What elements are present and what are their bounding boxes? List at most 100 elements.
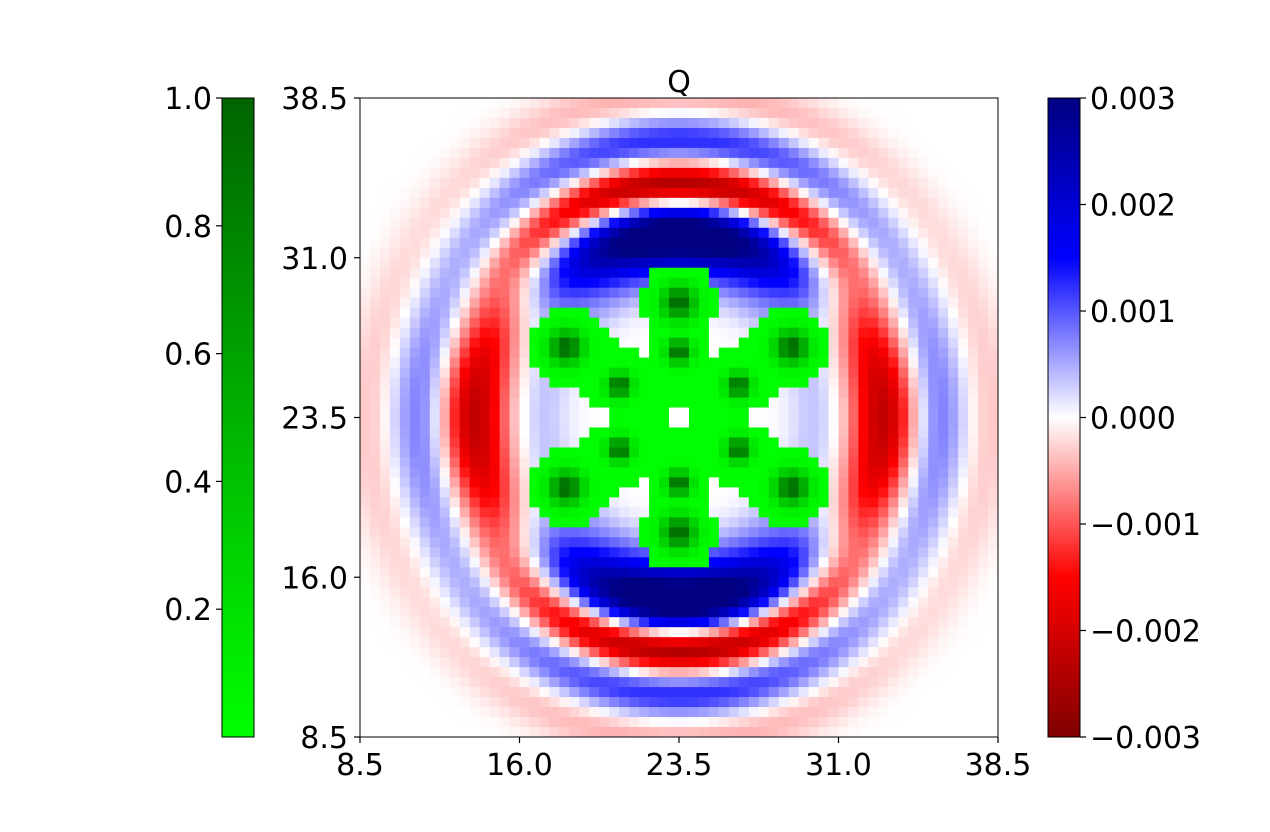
- heatmap-cell: [599, 637, 610, 648]
- heatmap-cell: [519, 457, 531, 469]
- heatmap-cell: [898, 487, 909, 498]
- heatmap-cell: [878, 677, 889, 688]
- heatmap-cell: [928, 677, 939, 688]
- heatmap-cell: [688, 327, 700, 339]
- heatmap-cell: [489, 487, 501, 498]
- heatmap-cell: [698, 567, 710, 578]
- heatmap-cell: [838, 127, 850, 139]
- heatmap-cell: [599, 247, 610, 259]
- heatmap-cell: [519, 117, 531, 129]
- heatmap-cell: [489, 607, 501, 618]
- heatmap-cell: [659, 427, 670, 439]
- heatmap-cell: [369, 367, 381, 379]
- heatmap-cell: [778, 227, 790, 239]
- heatmap-cell: [529, 607, 541, 618]
- heatmap-cell: [968, 577, 979, 588]
- heatmap-cell: [818, 677, 830, 688]
- heatmap-cell: [399, 477, 411, 488]
- heatmap-cell: [379, 207, 391, 219]
- heatmap-cell: [360, 657, 371, 668]
- heatmap-cell: [918, 187, 929, 199]
- heatmap-cell: [738, 127, 750, 139]
- heatmap-cell: [629, 127, 640, 139]
- heatmap-cell: [778, 307, 790, 319]
- heatmap-cell: [639, 667, 650, 678]
- heatmap-cell: [389, 137, 401, 149]
- heatmap-cell: [589, 197, 600, 209]
- heatmap-cell: [469, 437, 481, 449]
- heatmap-cell: [858, 727, 870, 737]
- heatmap-cell: [928, 647, 939, 658]
- heatmap-cell: [429, 437, 441, 449]
- heatmap-cell: [649, 137, 660, 149]
- heatmap-cell: [499, 437, 511, 449]
- heatmap-cell: [360, 637, 371, 648]
- heatmap-cell: [978, 177, 989, 189]
- heatmap-cell: [748, 377, 760, 389]
- heatmap-cell: [639, 327, 650, 339]
- heatmap-cell: [788, 607, 800, 618]
- heatmap-cell: [479, 487, 491, 498]
- heatmap-cell: [798, 537, 810, 548]
- heatmap-cell: [708, 337, 720, 349]
- heatmap-cell: [439, 177, 451, 189]
- heatmap-cell: [918, 217, 929, 229]
- heatmap-cell: [409, 157, 421, 169]
- heatmap-cell: [459, 427, 471, 439]
- heatmap-cell: [509, 577, 521, 588]
- heatmap-cell: [449, 387, 461, 399]
- heatmap-cell: [988, 127, 998, 139]
- heatmap-cell: [928, 597, 939, 608]
- heatmap-cell: [738, 357, 750, 369]
- heatmap-cell: [908, 307, 919, 319]
- heatmap-cell: [728, 98, 740, 109]
- heatmap-cell: [509, 507, 521, 518]
- heatmap-cell: [609, 197, 620, 209]
- heatmap-cell: [778, 627, 790, 638]
- heatmap-cell: [708, 707, 720, 718]
- heatmap-cells: [360, 98, 998, 737]
- heatmap-cell: [549, 147, 560, 159]
- heatmap-cell: [778, 717, 790, 728]
- heatmap-cell: [369, 417, 381, 429]
- heatmap-cell: [928, 247, 939, 259]
- heatmap-cell: [948, 687, 959, 698]
- heatmap-cell: [758, 427, 770, 439]
- heatmap-cell: [439, 367, 451, 379]
- heatmap-cell: [669, 487, 680, 498]
- heatmap-cell: [868, 217, 879, 229]
- heatmap-cell: [988, 387, 998, 399]
- heatmap-cell: [499, 247, 511, 259]
- heatmap-cell: [858, 467, 870, 478]
- heatmap-cell: [848, 347, 860, 359]
- heatmap-cell: [469, 417, 481, 429]
- heatmap-cell: [708, 687, 720, 698]
- heatmap-cell: [898, 547, 909, 558]
- heatmap-cell: [469, 507, 481, 518]
- heatmap-cell: [768, 657, 780, 668]
- heatmap-cell: [439, 98, 451, 109]
- heatmap-cell: [788, 727, 800, 737]
- heatmap-cell: [499, 98, 511, 109]
- heatmap-cell: [369, 117, 381, 129]
- heatmap-cell: [788, 257, 800, 269]
- heatmap-cell: [669, 207, 680, 219]
- heatmap-cell: [429, 647, 441, 658]
- heatmap-cell: [619, 327, 630, 339]
- heatmap-cell: [519, 277, 531, 289]
- heatmap-cell: [649, 707, 660, 718]
- heatmap-cell: [439, 507, 451, 518]
- heatmap-cell: [718, 407, 730, 419]
- heatmap-cell: [649, 607, 660, 618]
- heatmap-cell: [469, 127, 481, 139]
- heatmap-cell: [549, 407, 560, 419]
- heatmap-cell: [898, 477, 909, 488]
- heatmap-cell: [988, 367, 998, 379]
- heatmap-cell: [529, 107, 541, 119]
- heatmap-cell: [988, 637, 998, 648]
- heatmap-cell: [928, 437, 939, 449]
- heatmap-cell: [788, 627, 800, 638]
- heatmap-cell: [698, 657, 710, 668]
- heatmap-cell: [449, 677, 461, 688]
